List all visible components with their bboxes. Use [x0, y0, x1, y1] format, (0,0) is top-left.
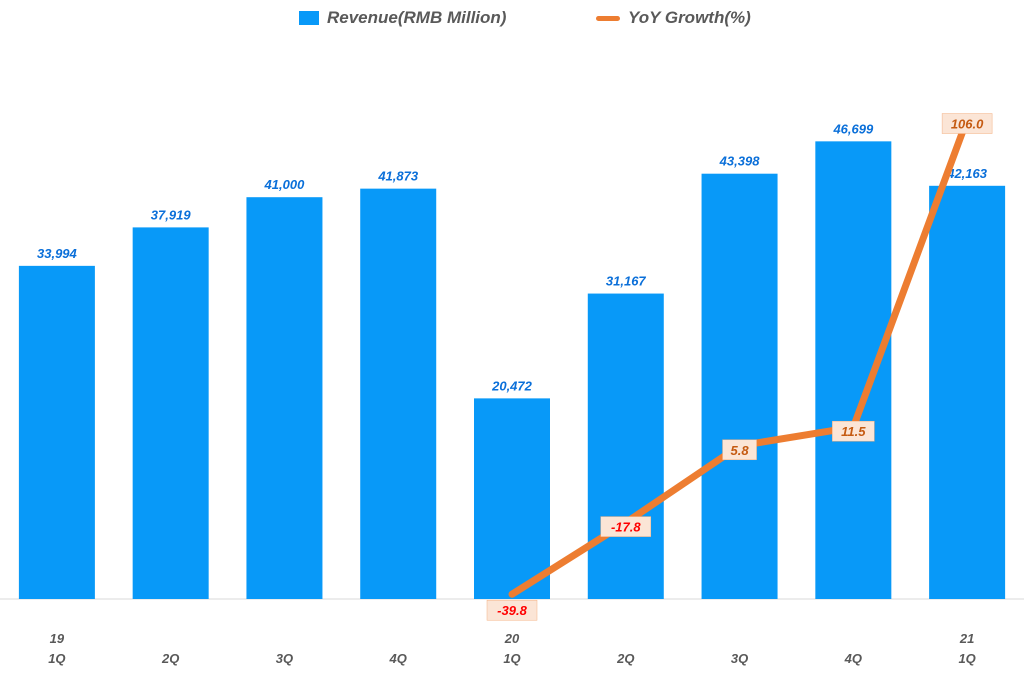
bar-labels-layer: 33,994 37,919 41,000 41,873 20,472 31,167 43,3… [37, 121, 988, 393]
revenue-bar-label: 33,994 [37, 246, 78, 261]
growth-label-box [832, 420, 875, 442]
growth-label-box [941, 113, 993, 134]
x-tick-year: 19 [50, 631, 65, 646]
revenue-bar-label: 31,167 [606, 274, 647, 289]
legend-item-growth: YoY Growth(%) [596, 8, 751, 28]
revenue-bar-label: 41,000 [264, 177, 306, 192]
revenue-bar [360, 188, 437, 599]
legend-item-revenue: Revenue(RMB Million) [299, 8, 506, 28]
revenue-bar [587, 293, 664, 599]
x-tick-labels: 19 1Q 2Q 3Q 4Q 20 1Q 2Q 3Q 4Q 21 1Q [48, 631, 976, 666]
revenue-bar [929, 185, 1006, 599]
revenue-bar-label: 37,919 [151, 207, 192, 222]
x-tick-quarter: 2Q [161, 651, 179, 666]
x-tick-quarter: 1Q [958, 651, 975, 666]
x-tick-quarter: 1Q [48, 651, 65, 666]
revenue-bar-label: 46,699 [832, 121, 874, 136]
x-tick-quarter: 3Q [276, 651, 293, 666]
growth-data-label: 5.8 [722, 439, 757, 461]
growth-data-label: 11.5 [832, 420, 875, 442]
growth-labels-layer: -39.8 -17.8 5.8 11.5 106.0 [486, 113, 993, 621]
revenue-bar [701, 173, 778, 600]
revenue-bar-label: 41,873 [377, 169, 419, 184]
legend: Revenue(RMB Million) YoY Growth(%) [0, 8, 1024, 38]
x-tick-quarter: 3Q [731, 651, 748, 666]
revenue-bar [474, 398, 550, 599]
revenue-bar-label: 20,472 [491, 378, 533, 393]
growth-label-text: -17.8 [611, 520, 641, 535]
growth-data-label: 106.0 [941, 113, 993, 134]
legend-label-revenue: Revenue(RMB Million) [327, 8, 507, 27]
x-tick-quarter: 4Q [389, 651, 407, 666]
growth-label-text: -39.8 [497, 603, 527, 618]
revenue-bar [132, 227, 209, 599]
x-tick-quarter: 2Q [616, 651, 634, 666]
revenue-bar-label: 43,398 [719, 154, 761, 169]
bars-layer [18, 141, 1006, 600]
growth-label-box [486, 599, 538, 621]
revenue-bar [18, 265, 95, 599]
legend-swatch-growth [596, 15, 620, 21]
growth-label-text: 11.5 [841, 424, 866, 439]
growth-data-label: -39.8 [486, 599, 538, 621]
x-tick-quarter: 4Q [844, 651, 862, 666]
x-tick-year: 20 [504, 631, 520, 646]
x-tick-quarter: 1Q [503, 651, 520, 666]
x-tick-year: 21 [959, 631, 974, 646]
growth-label-box [722, 439, 757, 461]
revenue-bar-label: 42,163 [946, 166, 988, 181]
revenue-bar [815, 141, 892, 599]
growth-data-label: -17.8 [600, 516, 652, 537]
growth-label-text: 106.0 [951, 117, 984, 132]
legend-swatch-revenue [299, 11, 319, 25]
growth-label-box [600, 516, 652, 537]
revenue-bar [246, 197, 323, 599]
legend-label-growth: YoY Growth(%) [628, 8, 751, 27]
growth-label-text: 5.8 [731, 443, 750, 458]
